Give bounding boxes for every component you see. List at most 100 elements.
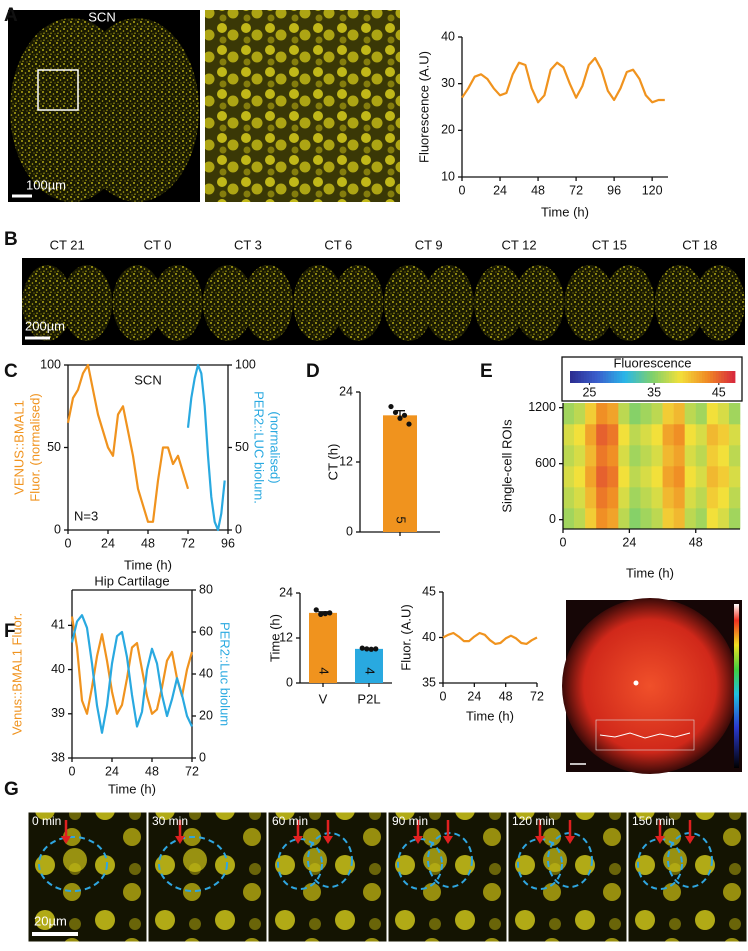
heat-cell — [651, 508, 663, 530]
panel-label: F — [4, 621, 16, 642]
heat-cell — [607, 424, 619, 446]
heat-cell — [563, 445, 575, 467]
frame-label: 150 min — [632, 814, 675, 828]
x-tick-label: 48 — [689, 535, 703, 549]
colorbar-segment — [699, 371, 703, 383]
frame-label: CT 9 — [415, 237, 443, 252]
y-tick-label: 40 — [51, 662, 65, 676]
heat-cell — [717, 466, 730, 488]
scn-lobe — [333, 265, 384, 341]
heat-cell — [596, 487, 608, 509]
heat-cell — [585, 424, 597, 446]
x-tick-label: 120 — [642, 183, 663, 197]
colorbar-segment — [652, 371, 656, 383]
y-tick-label: 600 — [535, 456, 556, 470]
cell-outline — [38, 836, 108, 892]
arrow-head — [323, 836, 333, 844]
heat-cell — [596, 403, 608, 425]
heat-cell — [618, 403, 630, 425]
colorbar-segment — [702, 371, 706, 383]
y2-tick-label: 50 — [235, 440, 249, 454]
heat-cell — [640, 508, 652, 530]
data-point — [359, 645, 365, 651]
heat-cell — [673, 487, 685, 509]
heat-cell — [684, 487, 697, 509]
heat-cell — [629, 403, 641, 425]
colorbar-segment — [658, 371, 662, 383]
heat-cell — [574, 508, 586, 530]
frame-label: CT 15 — [592, 237, 627, 252]
colorbar-segment — [724, 371, 728, 383]
colorbar-segment — [649, 371, 653, 383]
data-point — [392, 409, 399, 416]
heat-cell — [695, 466, 708, 488]
colorbar-segment — [715, 371, 719, 383]
heat-cell — [662, 508, 674, 530]
colorbar-segment — [572, 371, 576, 383]
cell-outline — [158, 836, 228, 892]
axis-label: Single-cell ROIs — [499, 419, 514, 513]
heat-cell — [607, 466, 619, 488]
y-tick-label: 38 — [51, 750, 65, 764]
heat-cell — [563, 403, 575, 425]
heat-cell — [629, 466, 641, 488]
colorbar-segment — [688, 371, 692, 383]
annotation: N=3 — [74, 508, 98, 523]
frame-label: CT 12 — [501, 237, 536, 252]
axis-label: VENUS::BMAL1 — [11, 400, 26, 495]
colorbar-segment — [638, 371, 642, 383]
line-series — [186, 363, 226, 532]
colorbar-segment — [677, 371, 681, 383]
heat-cell — [695, 424, 708, 446]
heat-cell — [596, 445, 608, 467]
frame-label: CT 6 — [324, 237, 352, 252]
heat-cell — [706, 508, 719, 530]
colorbar-segment — [674, 371, 678, 383]
colorbar-segment — [663, 371, 667, 383]
y-tick-label: 45 — [422, 584, 436, 598]
cell-outline — [427, 832, 473, 888]
heat-cell — [684, 508, 697, 530]
line-series — [442, 631, 538, 645]
cell — [303, 848, 327, 872]
bar — [383, 415, 417, 532]
data-point — [388, 403, 394, 410]
colorbar-segment — [636, 371, 640, 383]
x-tick-label: 0 — [65, 536, 72, 550]
scn-lobe — [474, 265, 525, 341]
heat-cell — [585, 508, 597, 530]
panel-label: E — [480, 361, 493, 382]
colorbar-segment — [597, 371, 601, 383]
colorbar-segment — [589, 371, 593, 383]
colorbar-segment — [726, 371, 730, 383]
arrow-head — [175, 836, 185, 844]
heat-cell — [618, 508, 630, 530]
chart-title: SCN — [134, 372, 161, 387]
chart-title: Hip Cartilage — [94, 573, 169, 588]
panel-label: C — [4, 361, 18, 382]
colorbar-segment — [680, 371, 684, 383]
x-tick-label: 0 — [560, 535, 567, 549]
heat-cell — [706, 487, 719, 509]
bar — [355, 648, 383, 683]
heat-cell — [662, 466, 674, 488]
heat-cell — [684, 466, 697, 488]
colorbar-tick-label: 35 — [647, 385, 661, 399]
scn-zoom-image — [205, 10, 400, 202]
y-tick-label: 0 — [346, 524, 353, 538]
colorbar-segment — [570, 371, 574, 383]
data-point — [401, 412, 408, 418]
colorbar-segment — [583, 371, 587, 383]
scn-lobe — [654, 265, 705, 341]
panel-label: D — [306, 361, 320, 382]
heat-cell — [706, 403, 719, 425]
x-tick-label: P2L — [357, 691, 380, 706]
heat-cell — [629, 487, 641, 509]
heat-cell — [618, 445, 630, 467]
y-tick-label: 100 — [40, 357, 61, 371]
data-point — [368, 646, 374, 652]
scn-lobe — [22, 265, 73, 341]
heat-cell — [607, 508, 619, 530]
heat-cell — [651, 424, 663, 446]
